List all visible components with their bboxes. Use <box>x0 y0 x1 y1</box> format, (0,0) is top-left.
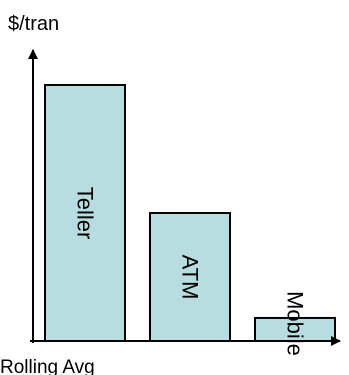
bar-label-mobile: Mobile <box>283 291 308 356</box>
y-axis-label: $/tran <box>8 13 59 35</box>
bars-group: Teller ATM Mobile <box>44 84 336 356</box>
bar-teller <box>44 84 126 342</box>
bar-atm <box>149 212 231 342</box>
x-axis-label: Rolling Avg <box>0 357 95 375</box>
bar-label-teller: Teller <box>73 187 98 240</box>
bar-label-atm: ATM <box>178 255 203 300</box>
